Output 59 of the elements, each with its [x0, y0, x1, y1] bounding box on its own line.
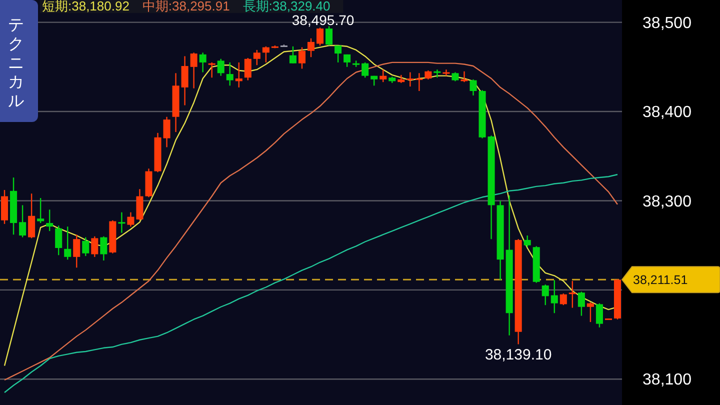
candlestick — [578, 291, 585, 316]
candlestick — [334, 44, 342, 64]
candlestick — [118, 212, 126, 234]
y-tick-label: 38,300 — [642, 193, 692, 210]
candlestick — [289, 46, 296, 64]
y-tick-label: 38,500 — [642, 14, 692, 32]
text: 長期:38,329.40 — [242, 0, 330, 14]
candlestick — [568, 280, 576, 308]
candlestick — [235, 62, 242, 88]
candlestick — [64, 226, 72, 260]
candlestick — [470, 78, 477, 96]
candlestick — [380, 68, 387, 83]
ref-line-label: 38,211.51 — [633, 273, 688, 288]
candlestick — [199, 52, 206, 73]
candlestick — [550, 280, 558, 314]
candlestick — [316, 27, 324, 46]
candlestick — [136, 188, 144, 221]
candlestick — [460, 70, 468, 83]
candlestick — [73, 234, 80, 268]
candlestick — [226, 62, 234, 86]
candlestick — [181, 56, 188, 106]
candlestick — [326, 26, 333, 46]
candlestick — [442, 68, 450, 76]
candlestick — [217, 58, 224, 76]
line-series — [4, 174, 618, 394]
candlestick — [434, 68, 441, 78]
y-tick-label: 38,400 — [642, 104, 692, 122]
text: 短期:38,180.92 — [42, 0, 130, 14]
candlestick — [28, 192, 36, 239]
y-tick-label: 38,100 — [642, 372, 692, 389]
candlestick — [560, 292, 567, 306]
candlestick — [100, 236, 108, 262]
candlestick — [163, 116, 170, 148]
candlestick — [307, 38, 315, 58]
annotation: 38,139.10 — [484, 346, 552, 364]
candlestick — [262, 46, 270, 64]
candlestick — [596, 302, 603, 328]
candlestick — [253, 49, 260, 66]
candlestick — [91, 236, 98, 258]
candlestick — [586, 302, 594, 323]
text: 中期:38,295.91 — [142, 0, 230, 14]
candlestick — [406, 72, 414, 88]
annotation: テクニカル — [8, 17, 24, 110]
candlestick — [82, 236, 90, 257]
candlestick — [344, 54, 351, 68]
candlestick — [127, 212, 134, 228]
candlestick — [37, 197, 44, 224]
candlestick — [46, 209, 54, 232]
candlestick — [416, 72, 423, 92]
candlestick — [298, 46, 306, 70]
candlestick — [190, 52, 198, 89]
candlestick — [19, 204, 26, 238]
candlestick — [524, 234, 531, 248]
annotation: 38,495.70 — [292, 12, 354, 28]
candlestick — [208, 62, 216, 78]
candlestick — [362, 62, 369, 78]
candlestick — [244, 57, 252, 81]
candlestick — [542, 284, 549, 306]
candlestick — [55, 225, 62, 256]
